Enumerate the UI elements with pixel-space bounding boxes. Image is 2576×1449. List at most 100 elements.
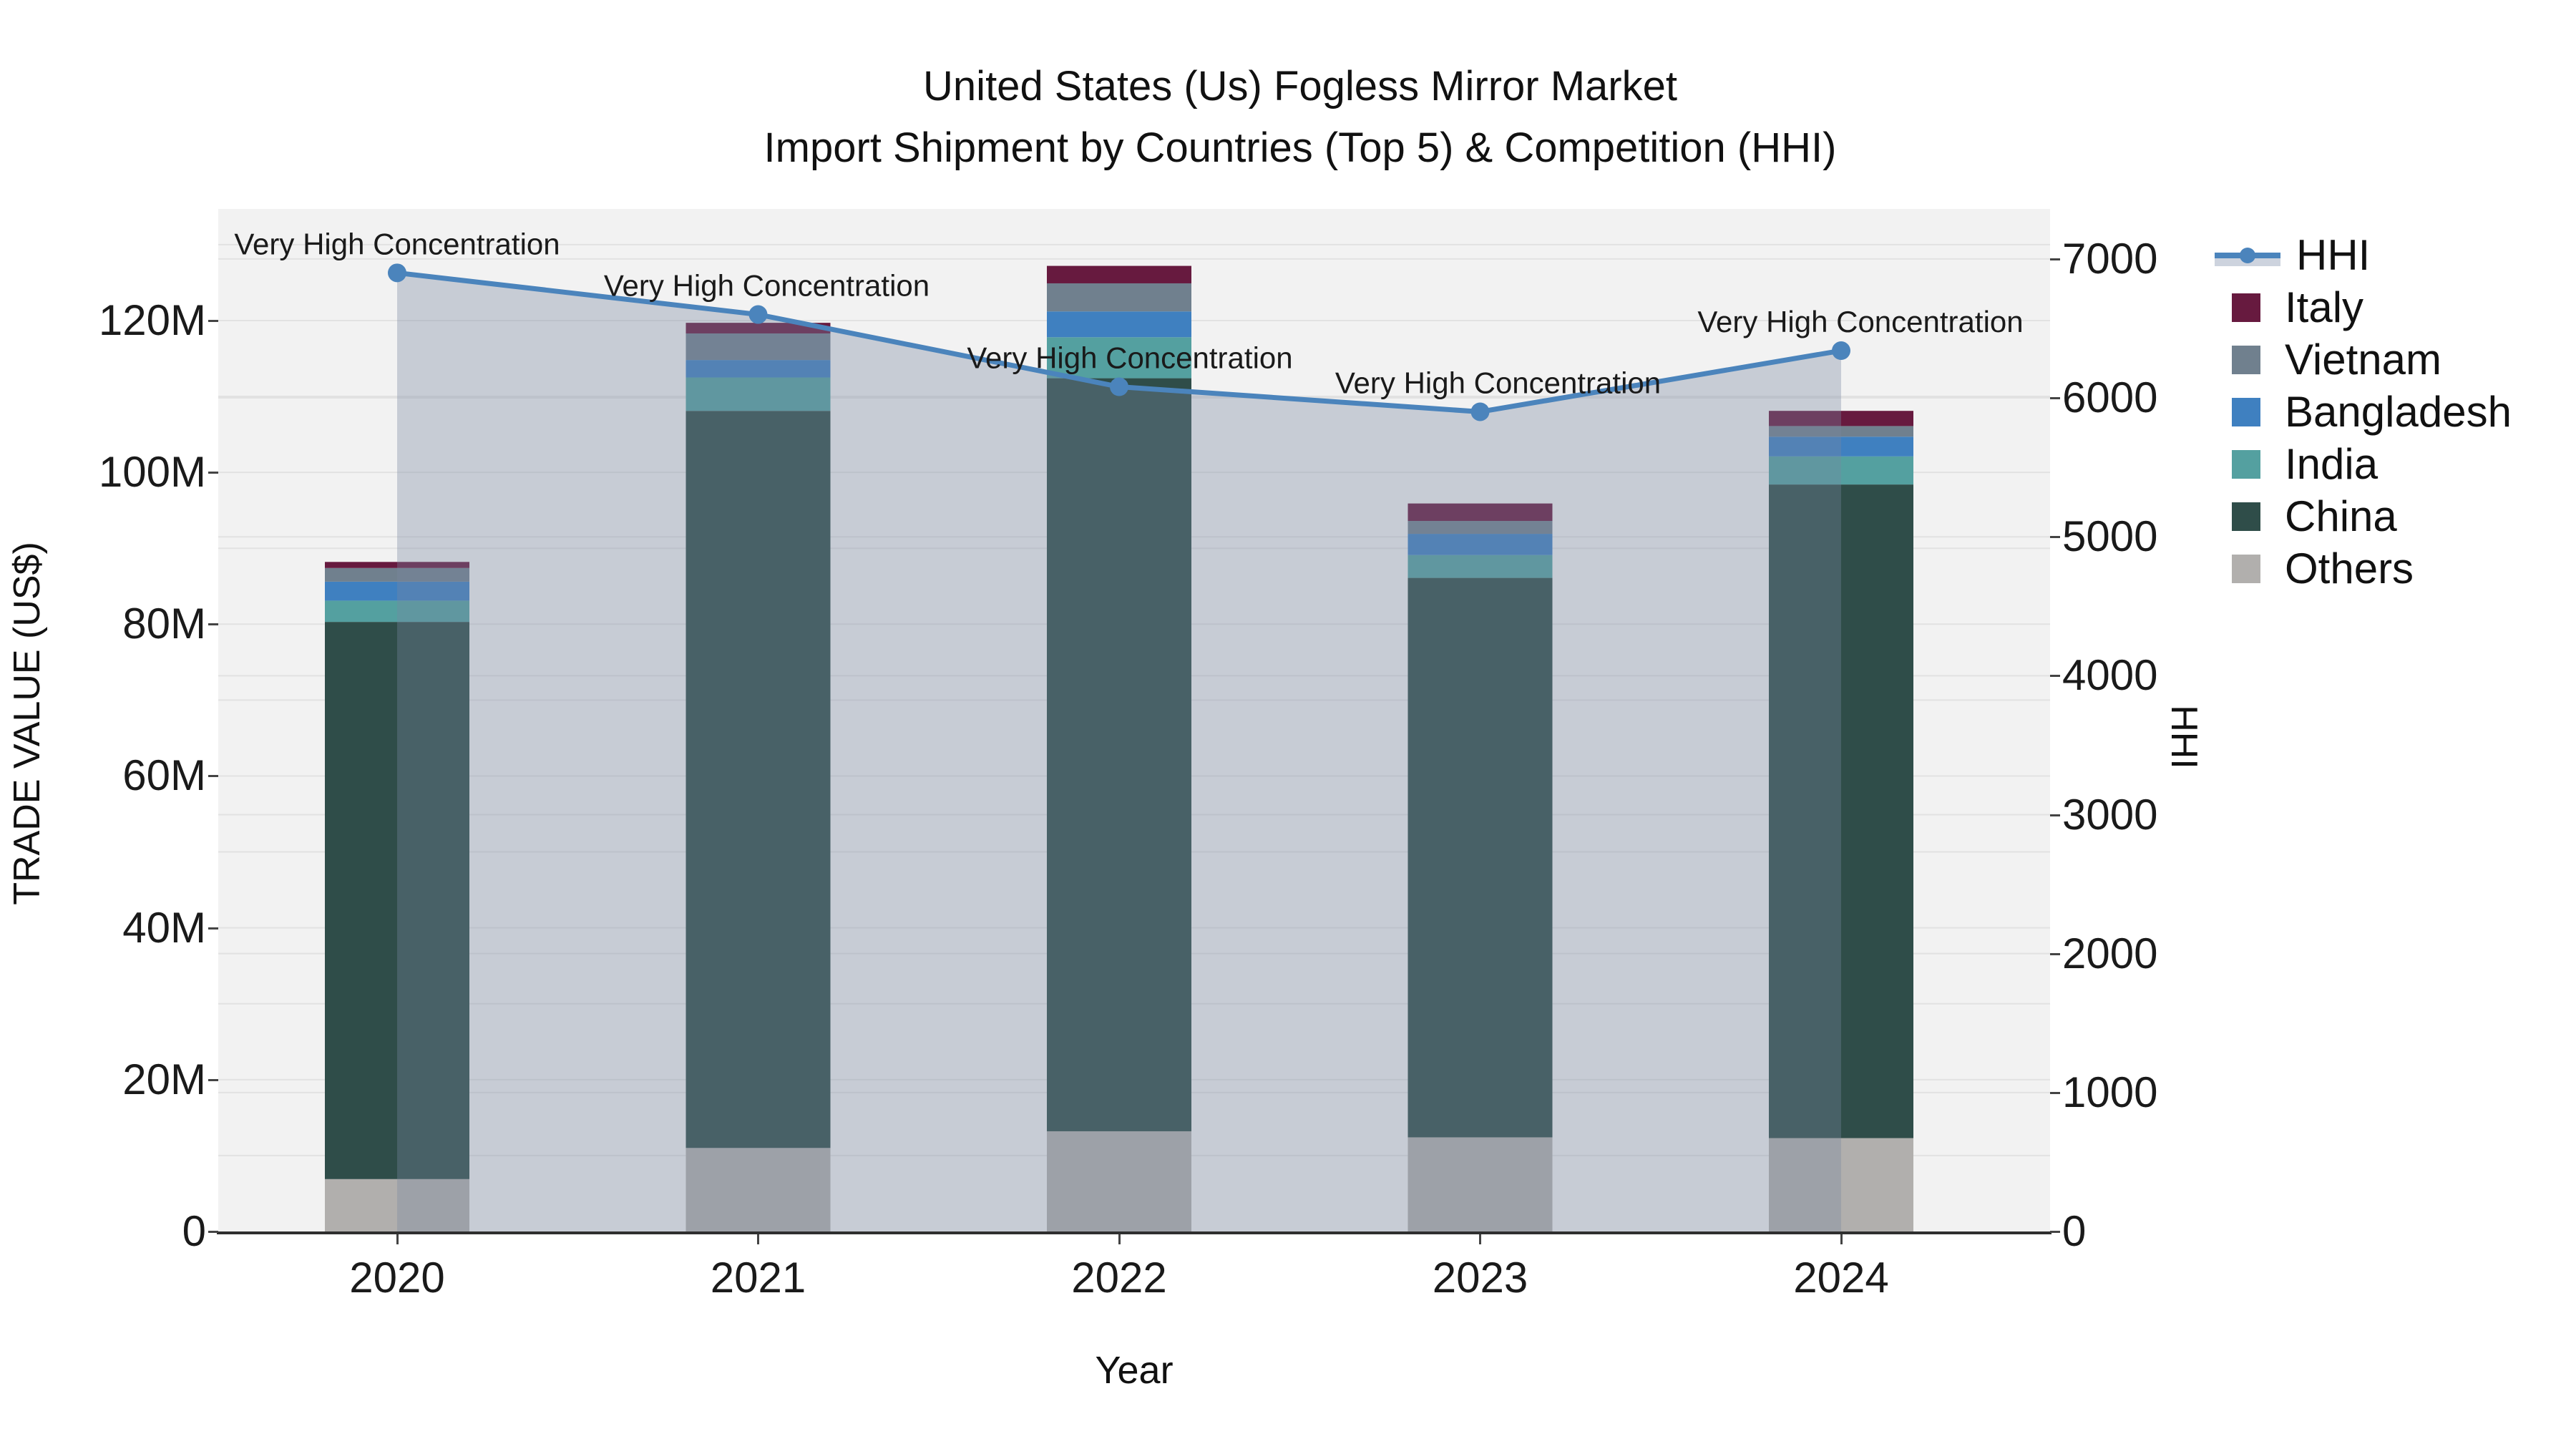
bar-segment-bangladesh-2024 — [1769, 436, 1913, 457]
india-color-swatch-icon — [2232, 449, 2260, 479]
vietnam-color-swatch-icon — [2232, 345, 2260, 374]
x-axis-tick-label-2021: 2021 — [710, 1254, 806, 1302]
x-axis-tick-mark — [757, 1234, 759, 1244]
left-axis-tick-label: 0 — [182, 1207, 206, 1255]
right-axis-tick-label: 6000 — [2062, 374, 2158, 422]
bar-segment-others-2024 — [1769, 1138, 1913, 1231]
right-axis-tick-mark — [2050, 952, 2060, 955]
legend-item-hhi[interactable]: HHI — [2215, 229, 2512, 281]
legend-label: China — [2285, 492, 2397, 540]
left-axis-tick-label: 40M — [122, 903, 206, 952]
right-axis-tick-mark — [2050, 397, 2060, 400]
annotation-2021: Very High Concentration — [604, 269, 930, 303]
left-axis-tick-label: 120M — [98, 296, 206, 344]
bar-segment-others-2022 — [1047, 1131, 1191, 1231]
bar-segment-italy-2020 — [325, 562, 469, 568]
left-axis-tick-label: 20M — [122, 1055, 206, 1103]
bar-segment-china-2021 — [686, 411, 831, 1148]
bar-segment-bangladesh-2021 — [686, 360, 831, 378]
bar-segment-china-2023 — [1407, 577, 1553, 1138]
right-axis-tick-mark — [2050, 675, 2060, 678]
x-axis-tick-label-2020: 2020 — [349, 1254, 445, 1302]
hhi-marker-2021 — [748, 305, 768, 324]
left-axis-tick-mark — [208, 1078, 218, 1081]
right-axis-tick-label: 7000 — [2062, 234, 2158, 283]
others-color-swatch-icon — [2232, 554, 2260, 583]
hhi-marker-2024 — [1832, 341, 1850, 361]
legend-item-italy[interactable]: Italy — [2215, 281, 2512, 333]
stacked-bar-and-hhi-line-plot: Very High Concentration Very High Concent… — [218, 227, 2050, 1231]
legend-item-china[interactable]: China — [2215, 490, 2512, 542]
bar-segment-bangladesh-2022 — [1047, 311, 1191, 338]
bar-segment-china-2024 — [1769, 484, 1913, 1138]
hhi-marker-2020 — [388, 263, 406, 283]
legend-label: HHI — [2296, 231, 2371, 279]
x-axis-tick-mark — [396, 1234, 399, 1244]
left-axis-title: TRADE VALUE (US$) — [6, 542, 48, 905]
right-axis-tick-label: 0 — [2062, 1207, 2087, 1255]
left-axis-tick-mark — [208, 472, 218, 474]
left-axis-tick-label: 80M — [122, 600, 206, 648]
right-axis-tick-mark — [2050, 1231, 2060, 1233]
bar-segment-india-2021 — [686, 377, 831, 411]
left-axis-tick-mark — [208, 623, 218, 626]
right-axis-tick-label: 2000 — [2062, 929, 2158, 977]
annotation-2020: Very High Concentration — [234, 227, 560, 260]
bar-segment-bangladesh-2023 — [1407, 534, 1553, 555]
bar-segment-china-2020 — [325, 622, 469, 1179]
legend-item-others[interactable]: Others — [2215, 542, 2512, 595]
right-axis-tick-label: 4000 — [2062, 651, 2158, 700]
right-axis-tick-mark — [2050, 814, 2060, 816]
legend-item-bangladesh[interactable]: Bangladesh — [2215, 386, 2512, 438]
hhi-area-fill — [397, 273, 1841, 1231]
legend-item-india[interactable]: India — [2215, 438, 2512, 490]
bar-segment-india-2024 — [1769, 456, 1913, 485]
chart-title: United States (Us) Fogless Mirror Market… — [764, 56, 1837, 179]
italy-color-swatch-icon — [2232, 293, 2260, 322]
bar-segment-vietnam-2023 — [1407, 521, 1553, 535]
bar-segment-vietnam-2021 — [686, 333, 831, 361]
legend-label: Italy — [2285, 283, 2364, 331]
left-axis-tick-mark — [208, 775, 218, 778]
bar-segment-italy-2023 — [1407, 503, 1553, 522]
right-axis-title: HHI — [2163, 705, 2205, 769]
right-axis-tick-label: 3000 — [2062, 790, 2158, 839]
bar-segment-india-2023 — [1407, 555, 1553, 578]
right-axis-tick-mark — [2050, 258, 2060, 260]
chart-title-line1: United States (Us) Fogless Mirror Market — [923, 63, 1677, 109]
x-axis-line — [217, 1231, 2051, 1234]
x-axis-tick-mark — [1840, 1234, 1843, 1244]
legend: HHI Italy Vietnam Bangladesh India China Other… — [2215, 229, 2512, 595]
left-axis-tick-mark — [208, 319, 218, 322]
bangladesh-color-swatch-icon — [2232, 397, 2260, 426]
annotation-2024: Very High Concentration — [1697, 305, 2023, 338]
x-axis-title: Year — [1095, 1349, 1174, 1392]
legend-item-vietnam[interactable]: Vietnam — [2215, 333, 2512, 386]
hhi-marker-2023 — [1470, 402, 1490, 421]
legend-label: Bangladesh — [2285, 388, 2512, 436]
left-axis-tick-mark — [208, 927, 218, 930]
bar-segment-vietnam-2024 — [1769, 426, 1913, 437]
hhi-line-marker-dot — [2240, 247, 2255, 263]
left-axis-tick-label: 100M — [98, 448, 206, 497]
bar-segment-others-2023 — [1407, 1137, 1553, 1231]
x-axis-tick-mark — [1479, 1234, 1481, 1244]
bar-segment-italy-2021 — [686, 323, 831, 333]
bar-segment-vietnam-2022 — [1047, 283, 1191, 312]
china-color-swatch-icon — [2232, 502, 2260, 531]
bar-segment-vietnam-2020 — [325, 567, 469, 582]
legend-label: Others — [2285, 545, 2414, 592]
right-axis-tick-mark — [2050, 1091, 2060, 1094]
legend-label: India — [2285, 440, 2379, 488]
right-axis-tick-label: 5000 — [2062, 512, 2158, 561]
legend-label: Vietnam — [2285, 336, 2442, 384]
bar-segment-italy-2022 — [1047, 265, 1191, 283]
bar-segment-others-2020 — [325, 1179, 469, 1231]
right-axis-tick-label: 1000 — [2062, 1068, 2158, 1116]
bar-segment-china-2022 — [1047, 378, 1191, 1131]
bar-segment-india-2022 — [1047, 337, 1191, 379]
chart-title-line2: Import Shipment by Countries (Top 5) & C… — [763, 125, 1837, 171]
x-axis-tick-mark — [1118, 1234, 1121, 1244]
right-axis-tick-mark — [2050, 536, 2060, 539]
left-axis-tick-mark — [208, 1231, 218, 1233]
